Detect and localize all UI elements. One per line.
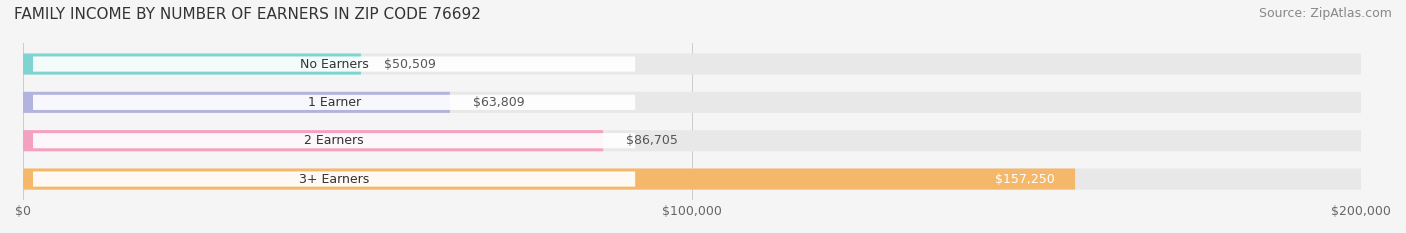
FancyBboxPatch shape — [22, 54, 1361, 75]
Text: 3+ Earners: 3+ Earners — [299, 173, 370, 185]
Text: No Earners: No Earners — [299, 58, 368, 71]
FancyBboxPatch shape — [22, 168, 1361, 190]
Text: $50,509: $50,509 — [384, 58, 436, 71]
Text: 2 Earners: 2 Earners — [304, 134, 364, 147]
FancyBboxPatch shape — [32, 133, 636, 148]
FancyBboxPatch shape — [22, 168, 1076, 190]
FancyBboxPatch shape — [22, 92, 450, 113]
FancyBboxPatch shape — [22, 54, 361, 75]
FancyBboxPatch shape — [32, 56, 636, 72]
Text: FAMILY INCOME BY NUMBER OF EARNERS IN ZIP CODE 76692: FAMILY INCOME BY NUMBER OF EARNERS IN ZI… — [14, 7, 481, 22]
FancyBboxPatch shape — [22, 130, 1361, 151]
FancyBboxPatch shape — [32, 171, 636, 187]
Text: Source: ZipAtlas.com: Source: ZipAtlas.com — [1258, 7, 1392, 20]
Text: $63,809: $63,809 — [474, 96, 524, 109]
FancyBboxPatch shape — [32, 95, 636, 110]
FancyBboxPatch shape — [22, 130, 603, 151]
Text: 1 Earner: 1 Earner — [308, 96, 361, 109]
FancyBboxPatch shape — [22, 92, 1361, 113]
Text: $86,705: $86,705 — [627, 134, 678, 147]
Text: $157,250: $157,250 — [995, 173, 1054, 185]
